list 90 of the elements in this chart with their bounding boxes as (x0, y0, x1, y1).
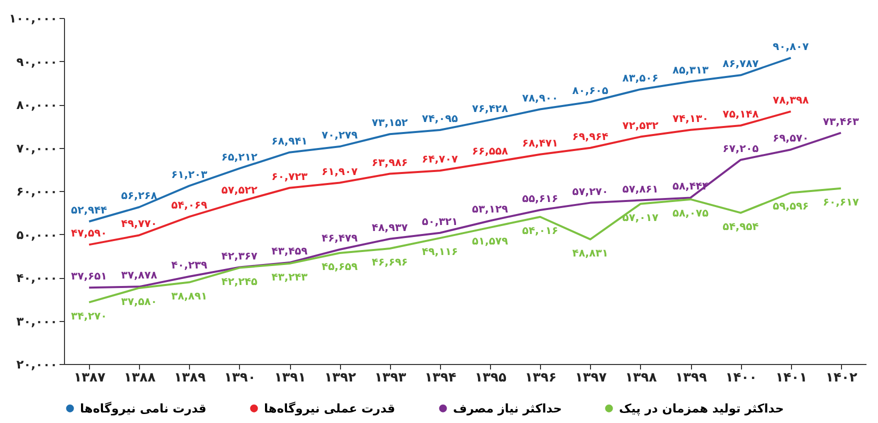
data-label: ۹۰,۸۰۷ (772, 40, 810, 53)
y-tick-label: ۴۰,۰۰۰ (16, 271, 58, 285)
data-label: ۷۵,۱۴۸ (722, 108, 760, 120)
data-label: ۶۹,۹۶۴ (572, 130, 609, 143)
data-label: ۵۶,۲۶۸ (121, 190, 158, 202)
y-tick-label: ۶۰,۰۰۰ (16, 184, 58, 198)
data-label: ۴۲,۲۴۵ (221, 276, 258, 288)
data-label: ۶۶,۵۵۸ (472, 146, 509, 158)
legend-label: قدرت نامی نیروگاه‌ها (80, 401, 206, 416)
legend-label: حداکثر نیاز مصرف (453, 401, 562, 416)
data-label: ۶۸,۹۴۱ (272, 135, 308, 148)
data-label: ۷۸,۹۰۰ (522, 92, 558, 104)
data-label: ۴۹,۱۱۶ (422, 246, 458, 258)
data-label: ۴۶,۶۹۶ (372, 256, 408, 269)
x-tick-label: ۱۳۸۹ (174, 370, 206, 386)
data-label: ۷۳,۴۶۳ (822, 116, 860, 128)
data-label: ۵۵,۶۱۶ (522, 192, 558, 205)
data-label: ۷۶,۴۲۸ (472, 102, 509, 115)
data-label: ۴۸,۸۳۱ (572, 247, 608, 260)
data-label: ۴۸,۹۳۷ (372, 222, 408, 234)
data-label: ۴۲,۳۶۷ (221, 250, 258, 262)
y-tick-label: ۱۰۰,۰۰۰ (8, 12, 58, 26)
y-tick-label: ۷۰,۰۰۰ (16, 141, 58, 156)
data-label: ۷۸,۳۹۸ (772, 94, 810, 106)
data-label: ۷۴,۱۳۰ (672, 112, 709, 125)
data-label: ۳۴,۲۷۰ (71, 310, 108, 322)
data-label: ۴۵,۶۵۹ (322, 261, 358, 274)
data-label: ۷۲,۵۳۲ (622, 120, 660, 132)
data-label: ۶۹,۵۷۰ (772, 132, 809, 145)
x-tick-label: ۱۴۰۱ (775, 370, 808, 386)
x-tick-label: ۱۳۹۱ (274, 370, 306, 386)
x-tick-label: ۱۳۸۸ (124, 370, 156, 386)
data-label: ۳۸,۸۹۱ (171, 290, 208, 302)
data-label: ۴۳,۴۵۹ (272, 246, 308, 258)
data-label: ۵۹,۵۹۶ (772, 200, 809, 213)
legend-label: قدرت عملی نیروگاه‌ها (264, 401, 396, 416)
data-label: ۵۱,۵۷۹ (472, 235, 509, 248)
data-label: ۸۵,۳۱۳ (672, 64, 710, 77)
y-tick-label: ۸۰,۰۰۰ (16, 98, 58, 112)
x-tick-label: ۱۳۹۲ (324, 370, 356, 386)
data-label: ۶۷,۲۰۵ (722, 142, 760, 155)
x-tick-label: ۱۳۹۰ (224, 370, 256, 386)
data-label: ۵۴,۰۶۹ (171, 200, 208, 212)
y-tick-label: ۹۰,۰۰۰ (16, 54, 58, 69)
data-label: ۶۴,۷۰۷ (422, 154, 459, 166)
data-label: ۶۸,۴۷۱ (522, 137, 558, 150)
data-label: ۴۰,۲۳۹ (171, 259, 208, 272)
data-label: ۸۰,۶۰۵ (572, 84, 609, 97)
data-label: ۵۲,۹۴۴ (71, 204, 108, 217)
data-label: ۴۳,۲۴۳ (272, 271, 308, 284)
data-label: ۶۳,۹۸۶ (372, 156, 408, 169)
data-label: ۶۵,۲۱۲ (221, 151, 258, 164)
x-tick-label: ۱۳۹۵ (474, 370, 506, 386)
data-label: ۵۷,۰۱۷ (622, 212, 660, 224)
data-label: ۴۶,۴۷۹ (322, 232, 358, 244)
data-label: ۷۳,۱۵۲ (372, 117, 408, 130)
data-label: ۶۱,۲۰۳ (171, 168, 208, 181)
x-tick-label: ۱۳۹۳ (374, 370, 406, 386)
data-label: ۵۷,۲۷۰ (572, 186, 608, 198)
x-tick-label: ۱۴۰۰ (725, 370, 758, 386)
x-tick-label: ۱۴۰۲ (826, 370, 858, 386)
x-tick-label: ۱۳۹۶ (524, 370, 557, 386)
data-label: ۴۷,۵۹۰ (71, 228, 108, 240)
data-label: ۶۰,۷۲۳ (272, 170, 308, 183)
data-label: ۶۱,۹۰۷ (322, 166, 358, 178)
data-label: ۵۷,۸۶۱ (622, 183, 658, 196)
x-tick-label: ۱۳۸۷ (74, 370, 106, 386)
data-label: ۵۴,۹۵۴ (722, 220, 760, 233)
x-tick-label: ۱۳۹۹ (675, 370, 707, 386)
data-label: ۸۶,۷۸۷ (722, 58, 760, 70)
y-tick-label: ۲۰,۰۰۰ (16, 358, 58, 372)
x-tick-label: ۱۳۹۸ (625, 370, 657, 386)
data-label: ۵۷,۵۲۲ (221, 184, 258, 197)
legend-label: حداکثر تولید همزمان در پیک (619, 401, 784, 416)
data-label: ۳۷,۶۵۱ (71, 270, 108, 283)
data-label: ۵۰,۳۲۱ (422, 216, 458, 228)
data-label: ۶۰,۶۱۷ (822, 196, 860, 208)
data-label: ۵۳,۱۲۹ (472, 204, 509, 216)
data-label: ۷۴,۰۹۵ (422, 113, 459, 126)
data-label: ۳۷,۸۷۸ (121, 270, 158, 282)
data-label: ۸۳,۵۰۶ (622, 72, 658, 84)
data-label: ۴۹,۷۷۰ (121, 218, 158, 230)
x-tick-label: ۱۳۹۷ (574, 370, 607, 386)
y-tick-label: ۳۰,۰۰۰ (16, 314, 58, 328)
data-label: ۷۰,۲۷۹ (322, 130, 358, 142)
data-label: ۵۴,۰۱۶ (522, 224, 558, 237)
y-tick-label: ۵۰,۰۰۰ (16, 228, 58, 242)
data-label: ۵۸,۰۷۵ (672, 207, 710, 220)
data-label: ۳۷,۵۸۰ (121, 296, 158, 308)
x-tick-label: ۱۳۹۴ (424, 370, 456, 386)
